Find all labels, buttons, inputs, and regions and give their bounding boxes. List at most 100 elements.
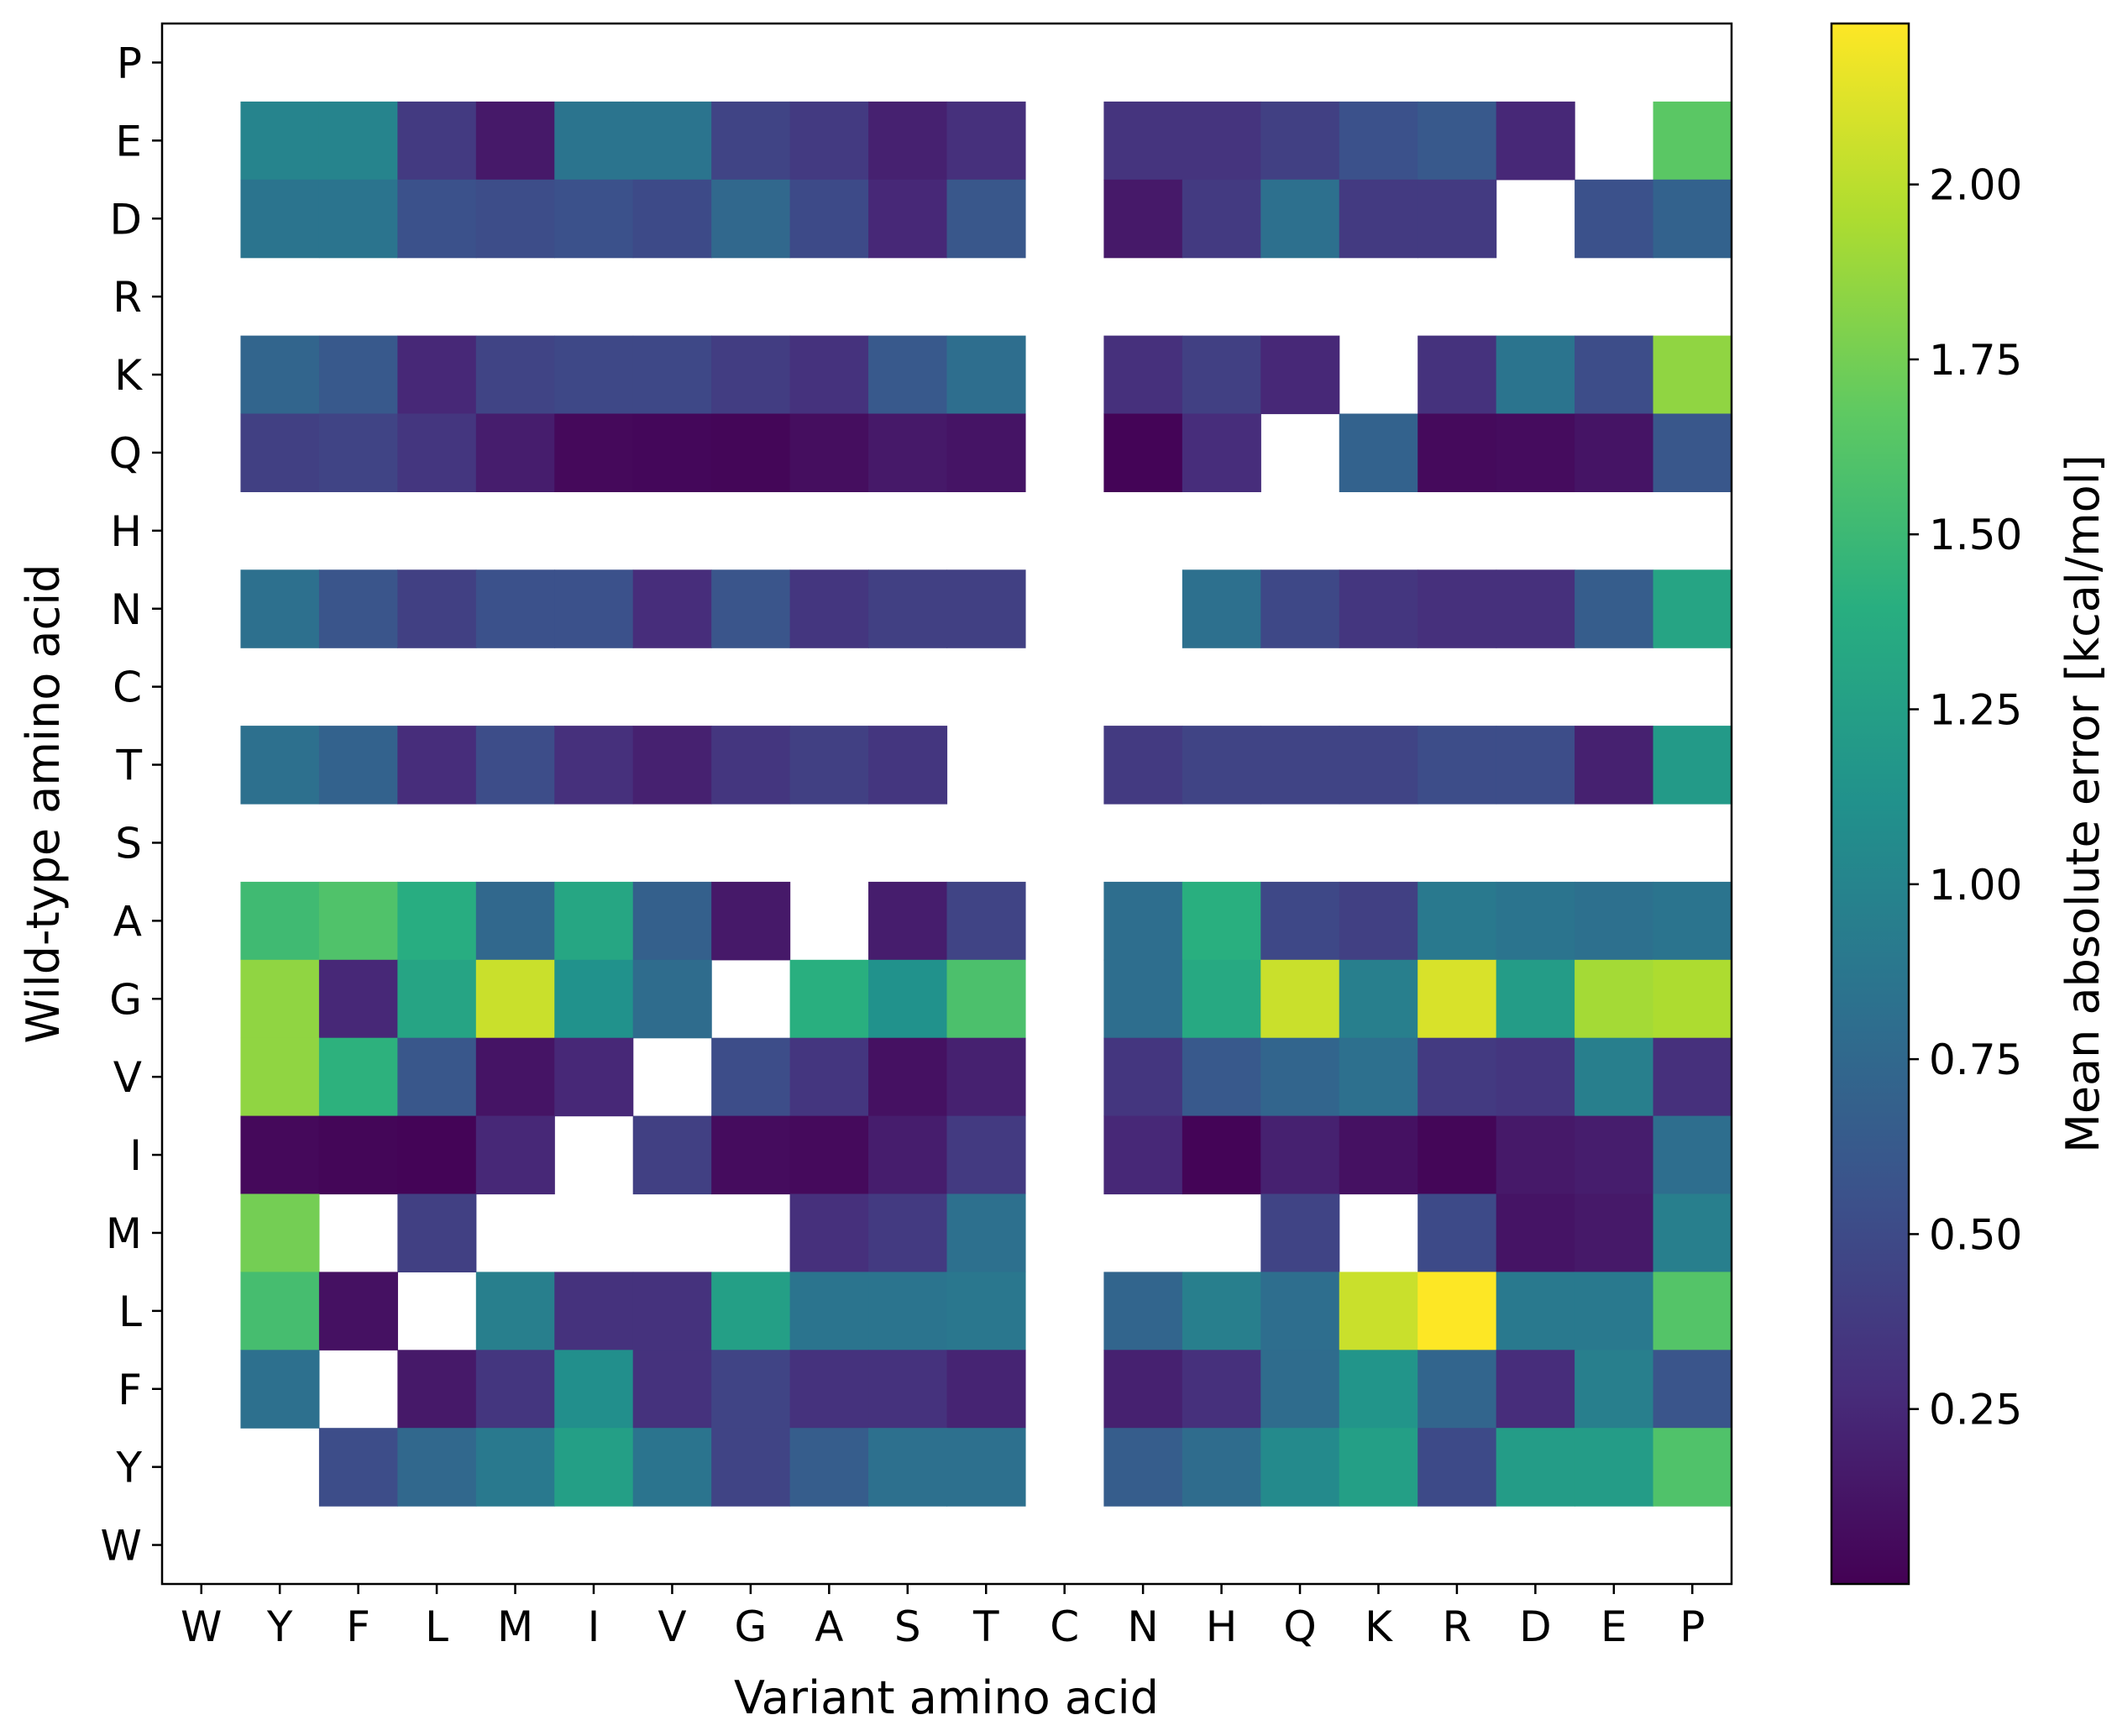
heatmap-cell	[1182, 959, 1261, 1039]
heatmap-cell	[397, 1037, 477, 1117]
heatmap-cell	[868, 959, 948, 1039]
x-tick-label: A	[815, 1602, 843, 1651]
heatmap-cell	[1182, 1037, 1261, 1117]
heatmap-cell	[1575, 959, 1654, 1039]
heatmap-cell	[1653, 1428, 1732, 1507]
heatmap-cell	[554, 959, 634, 1039]
heatmap-cell	[1417, 1350, 1497, 1429]
heatmap-cell	[868, 179, 948, 259]
heatmap-cell	[1339, 726, 1418, 805]
heatmap-cell	[868, 413, 948, 492]
heatmap-cell	[789, 335, 869, 415]
heatmap-cell	[868, 1428, 948, 1507]
heatmap-cell	[1653, 959, 1732, 1039]
colorbar-label: Mean absolute error [kcal/mol]	[2057, 454, 2109, 1153]
heatmap-cell	[318, 1037, 398, 1117]
x-tick-label: V	[658, 1602, 686, 1651]
heatmap-cell	[240, 179, 320, 259]
heatmap-cell	[946, 101, 1026, 181]
heatmap-cell	[397, 335, 477, 415]
heatmap-cell	[1182, 1428, 1261, 1507]
y-tick-label: S	[115, 819, 142, 868]
y-tick-label: I	[129, 1131, 142, 1180]
heatmap-cell	[1260, 1272, 1340, 1351]
x-tick-label: Q	[1283, 1602, 1316, 1651]
heatmap-cell	[1575, 1037, 1654, 1117]
heatmap-cell	[1653, 179, 1732, 259]
heatmap-cell	[1260, 1115, 1340, 1195]
heatmap-cell	[240, 1115, 320, 1195]
heatmap-cell	[1575, 179, 1654, 259]
heatmap-cell	[1653, 726, 1732, 805]
heatmap-cell	[1182, 569, 1261, 648]
heatmap-cell	[711, 1272, 791, 1351]
y-tick-label: M	[106, 1209, 142, 1258]
heatmap-cell	[946, 1350, 1026, 1429]
heatmap-cell	[1417, 1193, 1497, 1272]
heatmap-cell	[1575, 1428, 1654, 1507]
heatmap-cell	[1103, 179, 1183, 259]
y-tick-label: E	[115, 117, 142, 165]
heatmap-cell	[1496, 881, 1575, 961]
heatmap-cell	[1339, 1115, 1418, 1195]
heatmap-cell	[789, 569, 869, 648]
heatmap-cell	[868, 1350, 948, 1429]
heatmap-cell	[318, 881, 398, 961]
heatmap-cell	[711, 1037, 791, 1117]
heatmap-cell	[1182, 1115, 1261, 1195]
heatmap-cell	[632, 881, 712, 961]
heatmap-cell	[711, 335, 791, 415]
y-tick-label: T	[115, 742, 142, 790]
heatmap-cell	[1417, 101, 1497, 181]
colorbar-ticks: 0.25 0.50 0.75 1.00 1.25 1.50 1.75 2.00	[1909, 161, 2022, 1434]
heatmap-cell	[1339, 179, 1418, 259]
heatmap-cell	[632, 413, 712, 492]
y-tick-label: C	[113, 663, 142, 712]
heatmap-cell	[789, 1350, 869, 1429]
y-tick-label: V	[113, 1053, 142, 1102]
heatmap-cell	[1653, 569, 1732, 648]
heatmap-cell	[1653, 881, 1732, 961]
heatmap-cell	[1417, 1037, 1497, 1117]
heatmap-cell	[632, 1428, 712, 1507]
heatmap-cell	[1575, 1272, 1654, 1351]
heatmap-cell	[1653, 1272, 1732, 1351]
x-tick-label: K	[1365, 1602, 1393, 1651]
heatmap-cell	[240, 413, 320, 492]
heatmap-cell	[554, 413, 634, 492]
heatmap-cell	[318, 1115, 398, 1195]
heatmap-cell	[946, 1428, 1026, 1507]
heatmap-cell	[1653, 413, 1732, 492]
heatmap-cell	[1496, 1115, 1575, 1195]
x-tick-label: E	[1601, 1602, 1627, 1651]
heatmap-cell	[868, 335, 948, 415]
heatmap-cell	[397, 179, 477, 259]
heatmap-cell	[318, 335, 398, 415]
heatmap-cell	[868, 1115, 948, 1195]
heatmap-cell	[946, 569, 1026, 648]
heatmap-cell	[1496, 959, 1575, 1039]
heatmap-cell	[1260, 1350, 1340, 1429]
heatmap-cell	[711, 1428, 791, 1507]
heatmap-cell	[240, 335, 320, 415]
heatmap-cell	[1339, 1037, 1418, 1117]
heatmap-cell	[554, 881, 634, 961]
heatmap-cell	[1417, 959, 1497, 1039]
colorbar-tick-label: 1.00	[1929, 861, 2022, 910]
plot-frame	[160, 22, 1733, 1586]
heatmap-cell	[1417, 179, 1497, 259]
y-tick-label: Y	[115, 1444, 142, 1492]
heatmap-cell	[868, 881, 948, 961]
heatmap-cell	[1182, 179, 1261, 259]
heatmap-cell	[475, 1350, 555, 1429]
heatmap-cell	[1260, 569, 1340, 648]
heatmap-cell	[632, 569, 712, 648]
heatmap-cell	[946, 1037, 1026, 1117]
heatmap-cell	[1339, 101, 1418, 181]
heatmap-cell	[1496, 413, 1575, 492]
colorbar-tick-label: 1.25	[1929, 686, 2022, 735]
heatmap-cell	[711, 1115, 791, 1195]
heatmap-cell	[1103, 413, 1183, 492]
heatmap-cell	[397, 959, 477, 1039]
